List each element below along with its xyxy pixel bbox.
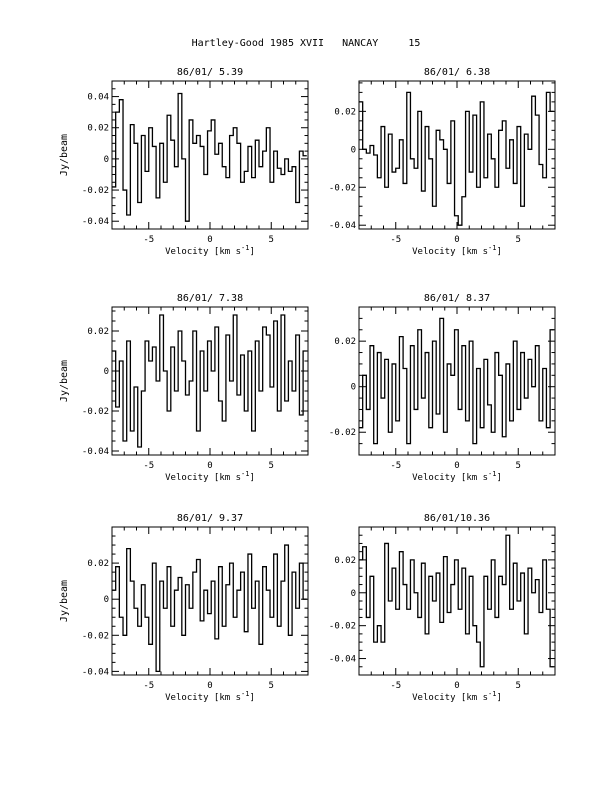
chart-1-ytick-label: -0.02: [82, 186, 109, 196]
chart-6-xlabel: Velocity [km s-1]: [412, 690, 502, 703]
chart-4-title: 86/01/ 8.37: [424, 293, 490, 304]
chart-1-ytick-label: 0.04: [87, 93, 109, 103]
chart-2-xtick-label: -5: [390, 235, 401, 245]
chart-1-ylabel: Jy/beam: [59, 134, 70, 176]
chart-5-series-line: [112, 544, 307, 673]
chart-2-xlabel-main: Velocity [km s: [412, 247, 488, 257]
chart-4-series-line: [359, 317, 554, 445]
chart-1-panel: 86/01/ 5.39 -5 0 5 -0.04 -0.02 0 0.02 0.04 Veloci…: [59, 67, 309, 257]
chart-1-xlabel-main: Velocity [km s: [165, 247, 241, 257]
chart-4-ytick-label: 0: [351, 383, 356, 393]
chart-1-title: 86/01/ 5.39: [177, 67, 243, 78]
chart-2-series-line: [359, 91, 554, 226]
chart-1-xlabel-end: ]: [249, 247, 254, 257]
chart-5-xtick-label: 5: [269, 681, 274, 691]
chart-6-xlabel-end: ]: [496, 693, 501, 703]
chart-4-xtick-label: 0: [454, 461, 459, 471]
chart-2-ytick-label: -0.04: [329, 221, 356, 231]
chart-6-xtick-label: -5: [390, 681, 401, 691]
chart-3-xlabel-end: ]: [249, 473, 254, 483]
chart-5-ytick-label: 0: [104, 595, 109, 605]
chart-3-ytick-label: 0: [104, 367, 109, 377]
chart-2-xtick-label: 0: [454, 235, 459, 245]
chart-3-panel: 86/01/ 7.38 -5 0 5 -0.04 -0.02 0 0.02 Velocity […: [59, 293, 309, 483]
chart-4-ytick-label: -0.02: [329, 428, 356, 438]
chart-3-ytick-label: -0.02: [82, 407, 109, 417]
chart-2-title: 86/01/ 6.38: [424, 67, 490, 78]
chart-1-xtick-label: 0: [207, 235, 212, 245]
chart-5-ylabel: Jy/beam: [59, 580, 70, 622]
chart-5-ytick-label: -0.04: [82, 667, 109, 677]
chart-3-xlabel-main: Velocity [km s: [165, 473, 241, 483]
chart-6-xtick-label: 5: [516, 681, 521, 691]
page-title: Hartley-Good 1985 XVII NANCAY 15: [191, 38, 421, 49]
chart-5-title: 86/01/ 9.37: [177, 513, 243, 524]
chart-1-xlabel-sup: -1: [241, 244, 249, 252]
chart-1-ytick-label: -0.04: [82, 217, 109, 227]
chart-5-ytick-label: -0.02: [82, 631, 109, 641]
chart-6-ytick-label: 0: [351, 589, 356, 599]
chart-6-xtick-label: 0: [454, 681, 459, 691]
chart-1-xtick-label: -5: [143, 235, 154, 245]
chart-2-xlabel-end: ]: [496, 247, 501, 257]
chart-2-ytick-label: 0.02: [334, 107, 356, 117]
chart-4-xlabel-sup: -1: [488, 470, 496, 478]
chart-3-title: 86/01/ 7.38: [177, 293, 243, 304]
chart-1-ytick-label: 0: [104, 155, 109, 165]
chart-6-series-line: [359, 534, 554, 668]
chart-5-xlabel: Velocity [km s-1]: [165, 690, 255, 703]
chart-3-xlabel: Velocity [km s-1]: [165, 470, 255, 483]
chart-5-xtick-label: 0: [207, 681, 212, 691]
chart-2-xlabel: Velocity [km s-1]: [412, 244, 502, 257]
chart-3-series-line: [112, 314, 307, 448]
chart-5-xlabel-end: ]: [249, 693, 254, 703]
chart-5-xlabel-sup: -1: [241, 690, 249, 698]
chart-1-ytick-label: 0.02: [87, 124, 109, 134]
chart-1-xtick-label: 5: [269, 235, 274, 245]
chart-3-xlabel-sup: -1: [241, 470, 249, 478]
chart-6-ytick-label: -0.02: [329, 622, 356, 632]
chart-5-panel: 86/01/ 9.37 -5 0 5 -0.04 -0.02 0 0.02 Velocity […: [59, 513, 309, 703]
chart-4-xtick-label: 5: [516, 461, 521, 471]
chart-3-xtick-label: -5: [143, 461, 154, 471]
chart-3-ytick-label: 0.02: [87, 327, 109, 337]
chart-4-xlabel-main: Velocity [km s: [412, 473, 488, 483]
chart-6-ytick-label: -0.04: [329, 655, 356, 665]
chart-5-xlabel-main: Velocity [km s: [165, 693, 241, 703]
chart-6-xlabel-sup: -1: [488, 690, 496, 698]
chart-2-xlabel-sup: -1: [488, 244, 496, 252]
chart-1-xlabel: Velocity [km s-1]: [165, 244, 255, 257]
chart-3-xtick-label: 5: [269, 461, 274, 471]
chart-1-series-line: [112, 92, 307, 222]
chart-2-ytick-label: -0.02: [329, 183, 356, 193]
chart-5-ytick-label: 0.02: [87, 559, 109, 569]
chart-6-xlabel-main: Velocity [km s: [412, 693, 488, 703]
chart-4-xtick-label: -5: [390, 461, 401, 471]
chart-6-title: 86/01/10.36: [424, 513, 490, 524]
chart-3-ytick-label: -0.04: [82, 447, 109, 457]
chart-4-ytick-label: 0.02: [334, 337, 356, 347]
chart-6-panel: 86/01/10.36 -5 0 5 -0.04 -0.02 0 0.02 Velocity […: [329, 513, 556, 703]
chart-2-panel: 86/01/ 6.38 -5 0 5 -0.04 -0.02 0 0.02 Velocity […: [329, 67, 556, 257]
chart-3-xtick-label: 0: [207, 461, 212, 471]
chart-3-ylabel: Jy/beam: [59, 360, 70, 402]
chart-2-ytick-label: 0: [351, 145, 356, 155]
chart-4-xlabel: Velocity [km s-1]: [412, 470, 502, 483]
chart-5-xtick-label: -5: [143, 681, 154, 691]
chart-4-panel: 86/01/ 8.37 -5 0 5 -0.02 0 0.02 Velocity [km s-…: [329, 293, 556, 483]
chart-4-xlabel-end: ]: [496, 473, 501, 483]
chart-2-xtick-label: 5: [516, 235, 521, 245]
chart-6-ytick-label: 0.02: [334, 556, 356, 566]
